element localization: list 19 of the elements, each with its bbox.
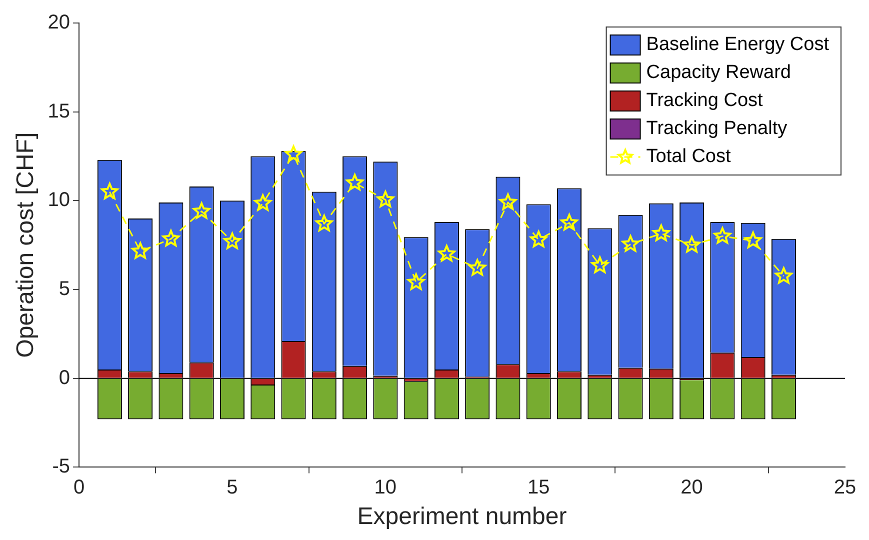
y-axis-title: Operation cost [CHF] — [12, 132, 40, 358]
y-tick-label: 10 — [48, 189, 70, 212]
y-tick-label: 5 — [58, 278, 70, 300]
y-tick-label: -5 — [52, 456, 70, 478]
legend-label: Total Cost — [646, 146, 732, 168]
y-tick-label: 20 — [48, 12, 70, 34]
y-tick-label: 0 — [58, 366, 70, 389]
x-tick-label: 25 — [834, 476, 856, 499]
legend-label: Capacity Reward — [646, 62, 791, 84]
x-tick-label: 0 — [73, 476, 85, 499]
x-tick-label: 5 — [226, 476, 238, 499]
legend-label: Tracking Cost — [646, 90, 764, 112]
x-tick-label: 15 — [527, 476, 550, 499]
legend-label: Tracking Penalty — [646, 118, 788, 140]
x-axis-title: Experiment number — [357, 503, 567, 530]
legend-label: Baseline Energy Cost — [646, 34, 830, 56]
y-tick-label: 15 — [48, 100, 70, 122]
x-tick-label: 20 — [680, 476, 703, 499]
x-tick-label: 10 — [374, 476, 397, 499]
